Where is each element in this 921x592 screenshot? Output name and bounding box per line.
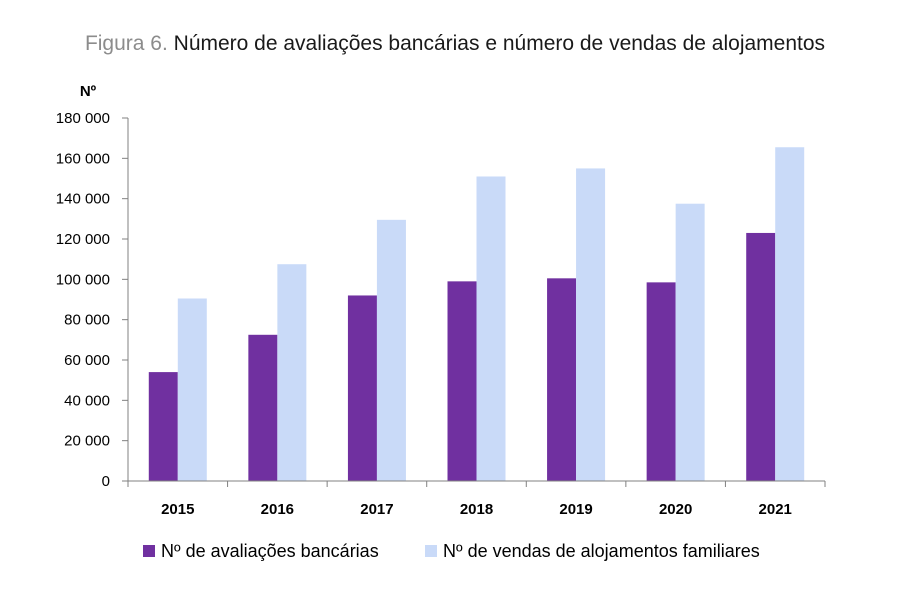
y-tick-label: 180 000 bbox=[56, 110, 110, 127]
legend-swatch-1 bbox=[425, 545, 437, 557]
x-tick-label: 2019 bbox=[559, 501, 592, 518]
bar-avaliacoes-2019 bbox=[547, 278, 577, 481]
bar-vendas-2021 bbox=[775, 147, 805, 481]
y-tick-label: 160 000 bbox=[56, 150, 110, 167]
y-axis-label: Nº bbox=[80, 83, 97, 100]
figure-title: Número de avaliações bancárias e número … bbox=[173, 32, 826, 55]
bar-vendas-2017 bbox=[376, 219, 406, 481]
bar-avaliacoes-2017 bbox=[347, 295, 377, 481]
y-tick-label: 140 000 bbox=[56, 191, 110, 208]
bar-avaliacoes-2015 bbox=[148, 372, 178, 481]
legend-label-0: Nº de avaliações bancárias bbox=[161, 541, 379, 561]
bar-vendas-2019 bbox=[576, 168, 606, 481]
chart-title: Figura 6. Número de avaliações bancárias… bbox=[0, 30, 910, 58]
y-tick-label: 20 000 bbox=[64, 433, 110, 450]
bar-vendas-2020 bbox=[675, 203, 705, 482]
y-tick-label: 120 000 bbox=[56, 231, 110, 248]
bar-vendas-2018 bbox=[476, 176, 506, 481]
x-tick-label: 2017 bbox=[360, 501, 393, 518]
x-tick-label: 2016 bbox=[261, 501, 294, 518]
bar-avaliacoes-2018 bbox=[447, 281, 477, 481]
y-axis: 0 20 000 40 000 60 000 80 000 100 000 120 000 1… bbox=[56, 110, 129, 490]
y-tick-label: 40 000 bbox=[64, 392, 110, 409]
legend-label-1: Nº de vendas de alojamentos familiares bbox=[443, 541, 760, 561]
legend-swatch-0 bbox=[143, 545, 155, 557]
bar-avaliacoes-2016 bbox=[248, 334, 278, 481]
bar-avaliacoes-2020 bbox=[646, 282, 676, 481]
bar-vendas-2016 bbox=[277, 264, 307, 481]
x-tick-label: 2015 bbox=[161, 501, 194, 518]
x-tick-label: 2018 bbox=[460, 501, 493, 518]
bars-group bbox=[148, 147, 805, 482]
y-tick-label: 60 000 bbox=[64, 352, 110, 369]
bar-avaliacoes-2021 bbox=[746, 232, 776, 481]
x-tick-label: 2021 bbox=[759, 501, 792, 518]
x-axis: 2015 2016 2017 2018 2019 2020 2021 bbox=[127, 480, 826, 518]
y-tick-label: 80 000 bbox=[64, 312, 110, 329]
y-tick-label: 100 000 bbox=[56, 271, 110, 288]
x-tick-label: 2020 bbox=[659, 501, 692, 518]
legend: Nº de avaliações bancárias Nº de vendas d… bbox=[143, 541, 760, 561]
bar-vendas-2015 bbox=[177, 298, 207, 481]
figure-label: Figura 6. bbox=[84, 32, 168, 55]
y-tick-label: 0 bbox=[102, 473, 110, 490]
